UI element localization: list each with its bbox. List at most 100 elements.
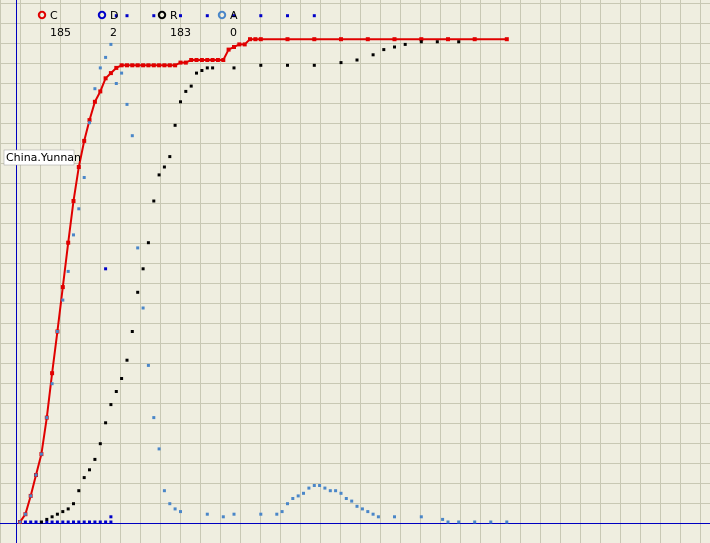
series-A-point [489, 520, 493, 524]
series-C-point [82, 138, 87, 143]
series-A-point [441, 517, 445, 521]
series-A-point [307, 486, 311, 490]
legend-item-D[interactable]: D2 [97, 9, 119, 39]
series-C-point [242, 42, 247, 47]
series-D-point [286, 14, 289, 18]
series-C-point [446, 37, 450, 42]
series-R-point [114, 390, 118, 393]
series-R-point [130, 330, 134, 333]
series-A-point [291, 497, 295, 500]
series-R-point [152, 199, 156, 203]
legend-item-R[interactable]: R 183 [157, 9, 191, 39]
region-tag: China.Yunnan [3, 149, 81, 166]
series-C-point [210, 58, 215, 62]
series-R-point [419, 40, 423, 44]
series-A [18, 42, 509, 524]
series-A-point [157, 447, 161, 451]
series-A-point [136, 246, 140, 250]
series-C-point [151, 63, 156, 68]
series-C-line [19, 38, 507, 523]
series-C-point [215, 58, 220, 62]
series-A-point [120, 71, 124, 75]
legend-item-A[interactable]: A0 [217, 9, 238, 39]
series-C-point [221, 58, 226, 62]
series-D-point [109, 515, 113, 519]
series-A-point [29, 494, 33, 498]
series-A-point [109, 42, 113, 46]
series-R-point [189, 84, 193, 88]
series-C-point [253, 37, 258, 42]
series-layer [18, 14, 509, 524]
series-R-point [184, 89, 188, 93]
series-D-point [34, 520, 38, 524]
series-C-point [226, 47, 231, 52]
series-C-point [157, 63, 162, 68]
legend-marker-R [157, 10, 167, 20]
series-R [39, 40, 461, 524]
series-C-point [419, 37, 424, 42]
series-A-point [55, 330, 59, 333]
legend-label-D: D [110, 9, 118, 22]
series-R-point [98, 442, 102, 446]
series-R-point [173, 123, 177, 127]
series-A-point [393, 515, 396, 519]
series-C-point [71, 199, 76, 203]
series-R-point [72, 502, 75, 506]
series-A-point [39, 452, 43, 456]
series-R-point [211, 66, 215, 70]
series-D [18, 14, 316, 524]
series-D-point [104, 520, 108, 524]
series-A-point [505, 520, 509, 524]
series-D-point [93, 520, 97, 524]
series-C [18, 37, 509, 524]
series-A-point [45, 416, 49, 420]
series-A-point [77, 207, 81, 211]
series-R-point [403, 42, 407, 46]
series-D-point [205, 14, 209, 18]
series-C-point [183, 60, 188, 65]
series-A-point [328, 489, 332, 493]
series-R-point [162, 165, 166, 169]
series-R-point [82, 476, 86, 480]
series-A-point [104, 55, 108, 59]
series-R-point [457, 40, 461, 44]
series-R-point [393, 45, 396, 49]
series-C-point [237, 42, 242, 47]
series-R-point [66, 507, 70, 511]
legend-marker-D [97, 10, 107, 20]
series-R-point [120, 377, 124, 380]
series-A-point [173, 507, 177, 511]
series-C-point [66, 240, 71, 245]
series-R-point [157, 173, 161, 177]
series-C-point [135, 63, 140, 68]
series-A-point [259, 512, 263, 516]
series-D-point [104, 267, 108, 271]
series-D-point [125, 14, 129, 18]
series-C-point [98, 89, 103, 94]
series-R-point [339, 61, 343, 65]
legend-count-D: 2 [110, 26, 117, 39]
series-C-point [285, 37, 290, 42]
series-A-point [146, 363, 150, 367]
series-D-point [98, 520, 102, 524]
series-A-point [323, 486, 327, 490]
legend-item-C[interactable]: C 185 [37, 9, 71, 39]
series-C-point [392, 37, 397, 42]
legend-marker-C [37, 10, 47, 20]
series-A-point [114, 82, 118, 85]
series-D-point [66, 520, 70, 524]
series-A-point [296, 494, 300, 498]
series-A-point [344, 497, 348, 500]
region-tag-label: China.Yunnan [6, 151, 81, 164]
series-C-point [125, 63, 129, 68]
series-C-point [199, 58, 204, 62]
series-A-point [152, 416, 156, 420]
legend-marker-A [217, 10, 227, 20]
series-C-point [108, 71, 113, 76]
series-D-point [232, 14, 236, 18]
series-A-point [366, 510, 370, 514]
series-R-point [136, 290, 140, 294]
